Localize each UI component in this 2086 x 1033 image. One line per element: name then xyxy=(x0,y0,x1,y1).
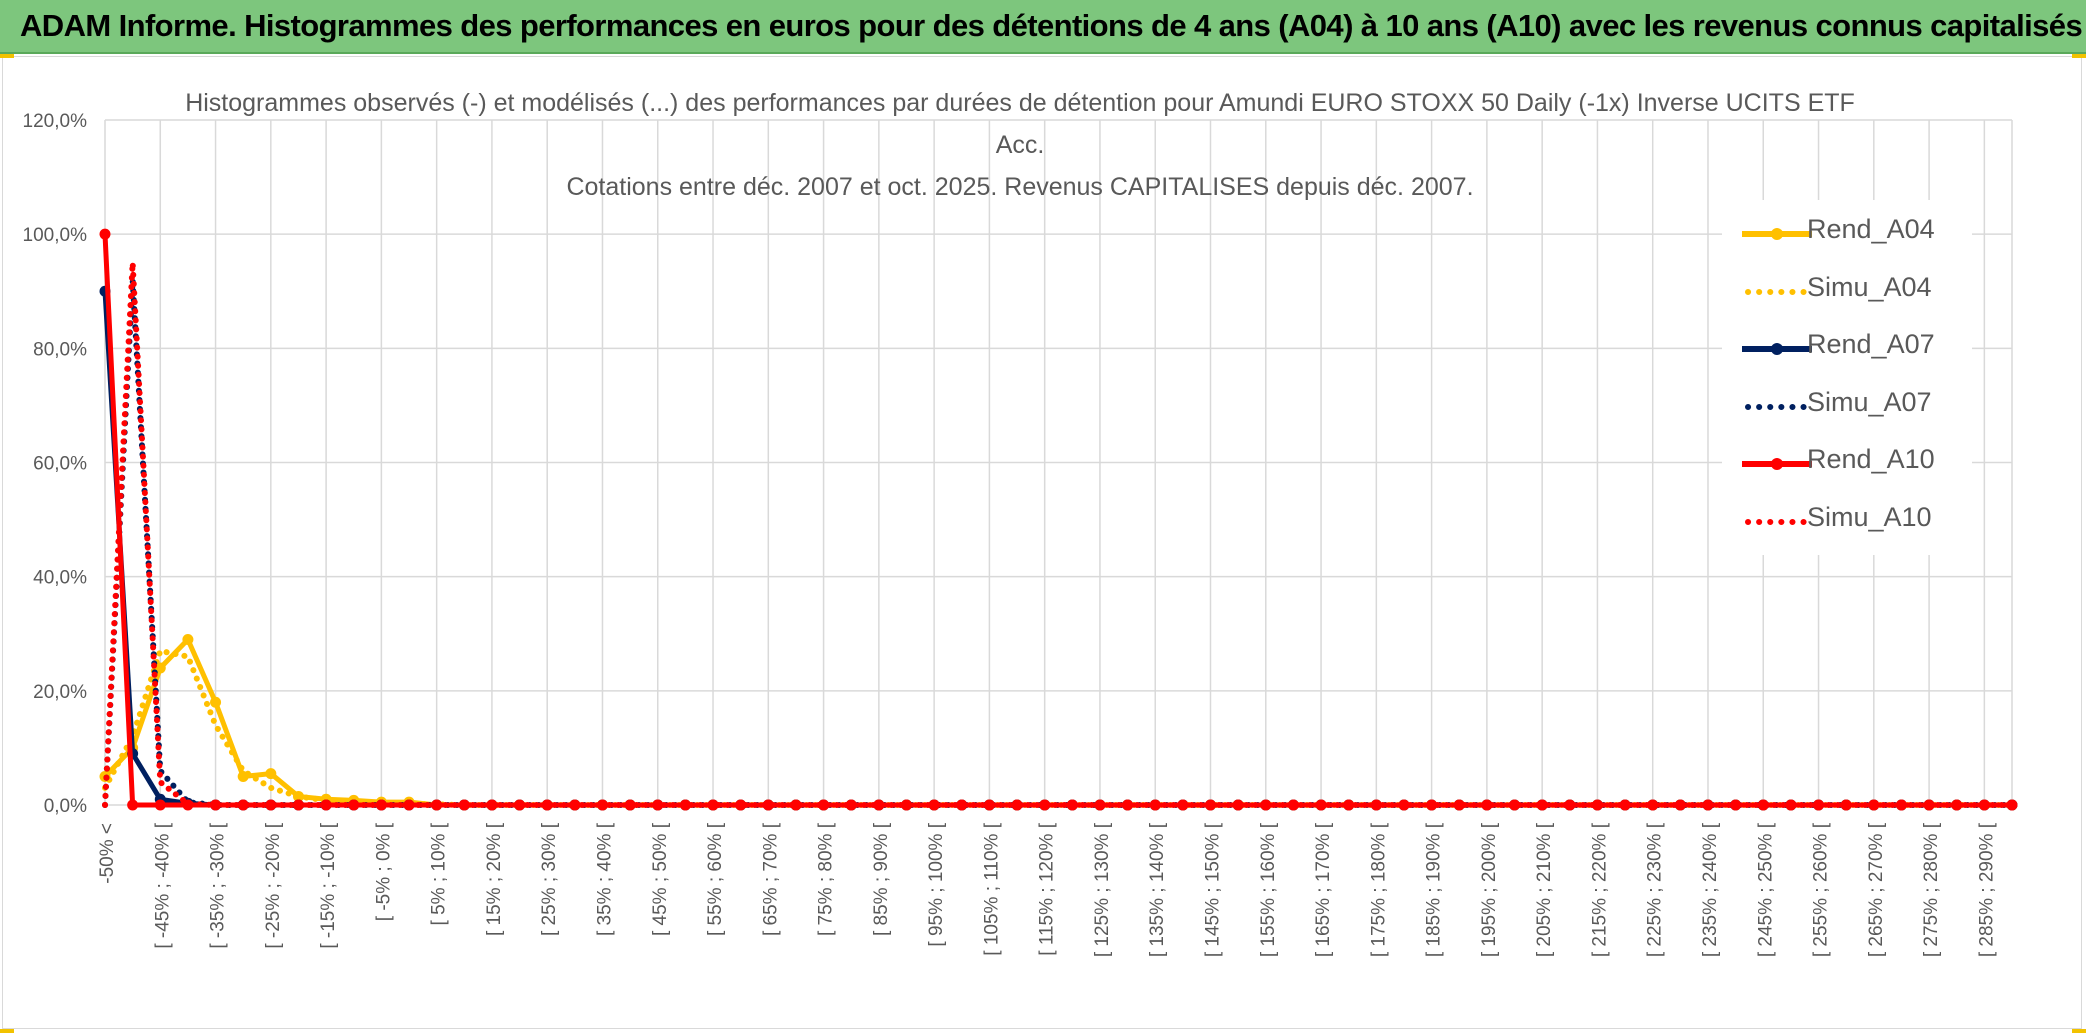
data-point-rend-a10 xyxy=(818,799,830,811)
x-tick-label: [ 25% ; 30% [ xyxy=(539,822,560,936)
frame-corner-bottom-left xyxy=(0,1029,14,1033)
series-rend-a04 xyxy=(99,633,2018,811)
x-tick-label: [ 195% ; 200% [ xyxy=(1479,822,1500,957)
x-tick-label: [ 245% ; 250% [ xyxy=(1755,822,1776,957)
legend-swatch-marker xyxy=(1771,343,1783,355)
x-tick-label: [ 45% ; 50% [ xyxy=(650,822,671,936)
x-tick-label: [ 205% ; 210% [ xyxy=(1534,822,1555,957)
y-tick-label: 80,0% xyxy=(33,339,87,360)
chart-title-line-2: Acc. xyxy=(995,131,1045,159)
legend-swatch-rend-a10 xyxy=(1742,458,1812,470)
legend-item-rend-a07: Rend_A07 xyxy=(1722,327,1972,367)
series-line-simu-a04 xyxy=(102,647,2015,808)
data-point-rend-a04 xyxy=(154,662,166,674)
data-point-rend-a04 xyxy=(265,768,277,780)
x-tick-label: [ 65% ; 70% [ xyxy=(760,822,781,936)
chart-title-line-1: Histogrammes observés (-) et modélisés (… xyxy=(185,89,1855,117)
x-tick-label: [ -45% ; -40% [ xyxy=(152,822,173,948)
x-tick-label: [ 75% ; 80% [ xyxy=(816,822,837,936)
x-tick-label: [ -15% ; -10% [ xyxy=(318,822,339,948)
legend-item-rend-a04: Rend_A04 xyxy=(1722,212,1972,252)
x-tick-label: [ 285% ; 290% [ xyxy=(1976,822,1997,957)
series-simu-a04 xyxy=(102,647,2015,808)
frame-corner-top-left xyxy=(0,54,14,58)
legend-item-rend-a10: Rend_A10 xyxy=(1722,442,1972,482)
header-banner: ADAM Informe. Histogrammes des performan… xyxy=(0,0,2086,54)
legend-item-simu-a04: Simu_A04 xyxy=(1722,270,1972,310)
x-tick-label: [ 215% ; 220% [ xyxy=(1589,822,1610,957)
y-tick-label: 60,0% xyxy=(33,454,87,475)
x-tick-label: [ 145% ; 150% [ xyxy=(1203,822,1224,957)
x-tick-label: [ -5% ; 0% [ xyxy=(373,822,394,921)
x-tick-label: [ 85% ; 90% [ xyxy=(871,822,892,936)
data-point-rend-a10 xyxy=(127,799,139,811)
legend-label-rend-a04: Rend_A04 xyxy=(1807,214,1935,244)
data-point-rend-a04 xyxy=(210,696,222,708)
x-tick-label: -50% < xyxy=(97,823,118,884)
x-tick-label: [ 275% ; 280% [ xyxy=(1921,822,1942,957)
y-tick-label: 0,0% xyxy=(44,796,87,817)
x-tick-label: [ 115% ; 120% [ xyxy=(1037,822,1058,955)
legend-item-simu-a07: Simu_A07 xyxy=(1722,385,1972,425)
legend-swatch-marker xyxy=(1771,458,1783,470)
legend-swatch-marker xyxy=(1771,228,1783,240)
y-tick-label: 40,0% xyxy=(33,568,87,589)
legend-label-rend-a10: Rend_A10 xyxy=(1807,444,1935,474)
x-tick-label: [ 175% ; 180% [ xyxy=(1368,822,1389,957)
series-line-simu-a10 xyxy=(102,259,2015,808)
chart-title: Histogrammes observés (-) et modélisés (… xyxy=(180,82,1860,208)
x-tick-label: [ -35% ; -30% [ xyxy=(208,822,229,948)
x-tick-label: [ 235% ; 240% [ xyxy=(1700,822,1721,957)
legend-label-simu-a07: Simu_A07 xyxy=(1807,386,1932,417)
page-title: ADAM Informe. Histogrammes des performan… xyxy=(20,8,2083,43)
frame-corner-bottom-right xyxy=(2072,1029,2086,1033)
x-tick-label: [ 225% ; 230% [ xyxy=(1645,822,1666,957)
x-tick-label: [ 5% ; 10% [ xyxy=(429,822,450,925)
data-point-rend-a10 xyxy=(1536,799,1548,811)
x-tick-label: [ -25% ; -20% [ xyxy=(263,822,284,948)
data-point-rend-a10 xyxy=(99,228,111,240)
data-point-rend-a10 xyxy=(790,799,802,811)
x-tick-label: [ 105% ; 110% [ xyxy=(981,822,1002,955)
x-tick-label: [ 265% ; 270% [ xyxy=(1866,822,1887,957)
chart-legend: Rend_A04 Simu_A04 Rend_A07 Simu_A07 Rend_A10… xyxy=(1722,200,1972,555)
y-tick-label: 20,0% xyxy=(33,682,87,703)
legend-swatch-simu-a07 xyxy=(1745,403,1809,410)
data-point-rend-a10 xyxy=(154,799,166,811)
legend-label-rend-a07: Rend_A07 xyxy=(1807,329,1935,359)
x-tick-label: [ 165% ; 170% [ xyxy=(1313,822,1334,957)
data-point-rend-a10 xyxy=(762,799,774,811)
legend-label-simu-a04: Simu_A04 xyxy=(1807,271,1932,302)
x-tick-label: [ 135% ; 140% [ xyxy=(1147,822,1168,957)
legend-swatch-rend-a07 xyxy=(1742,343,1812,355)
x-tick-label: [ 55% ; 60% [ xyxy=(705,822,726,936)
x-tick-label: [ 255% ; 260% [ xyxy=(1811,822,1832,957)
data-point-rend-a04 xyxy=(182,633,194,645)
y-tick-label: 100,0% xyxy=(23,225,88,246)
series-simu-a10 xyxy=(102,259,2015,808)
x-tick-label: [ 185% ; 190% [ xyxy=(1424,822,1445,957)
legend-label-simu-a10: Simu_A10 xyxy=(1807,501,1932,532)
series-line-rend-a04 xyxy=(103,636,2012,808)
legend-swatch-simu-a04 xyxy=(1745,288,1809,295)
frame-corner-top-right xyxy=(2072,54,2086,58)
x-tick-label: [ 155% ; 160% [ xyxy=(1258,822,1279,957)
legend-item-simu-a10: Simu_A10 xyxy=(1722,500,1972,540)
data-point-rend-a10 xyxy=(1564,799,1576,811)
x-tick-label: [ 15% ; 20% [ xyxy=(484,822,505,936)
x-tick-label: [ 125% ; 130% [ xyxy=(1092,822,1113,957)
y-tick-label: 120,0% xyxy=(23,111,88,132)
x-tick-label: [ 35% ; 40% [ xyxy=(594,822,615,936)
chart-title-line-3: Cotations entre déc. 2007 et oct. 2025. … xyxy=(566,173,1474,201)
legend-swatch-simu-a10 xyxy=(1745,518,1809,525)
x-tick-label: [ 95% ; 100% [ xyxy=(926,822,947,946)
data-point-rend-a10 xyxy=(1509,799,1521,811)
legend-swatch-rend-a04 xyxy=(1742,228,1812,240)
